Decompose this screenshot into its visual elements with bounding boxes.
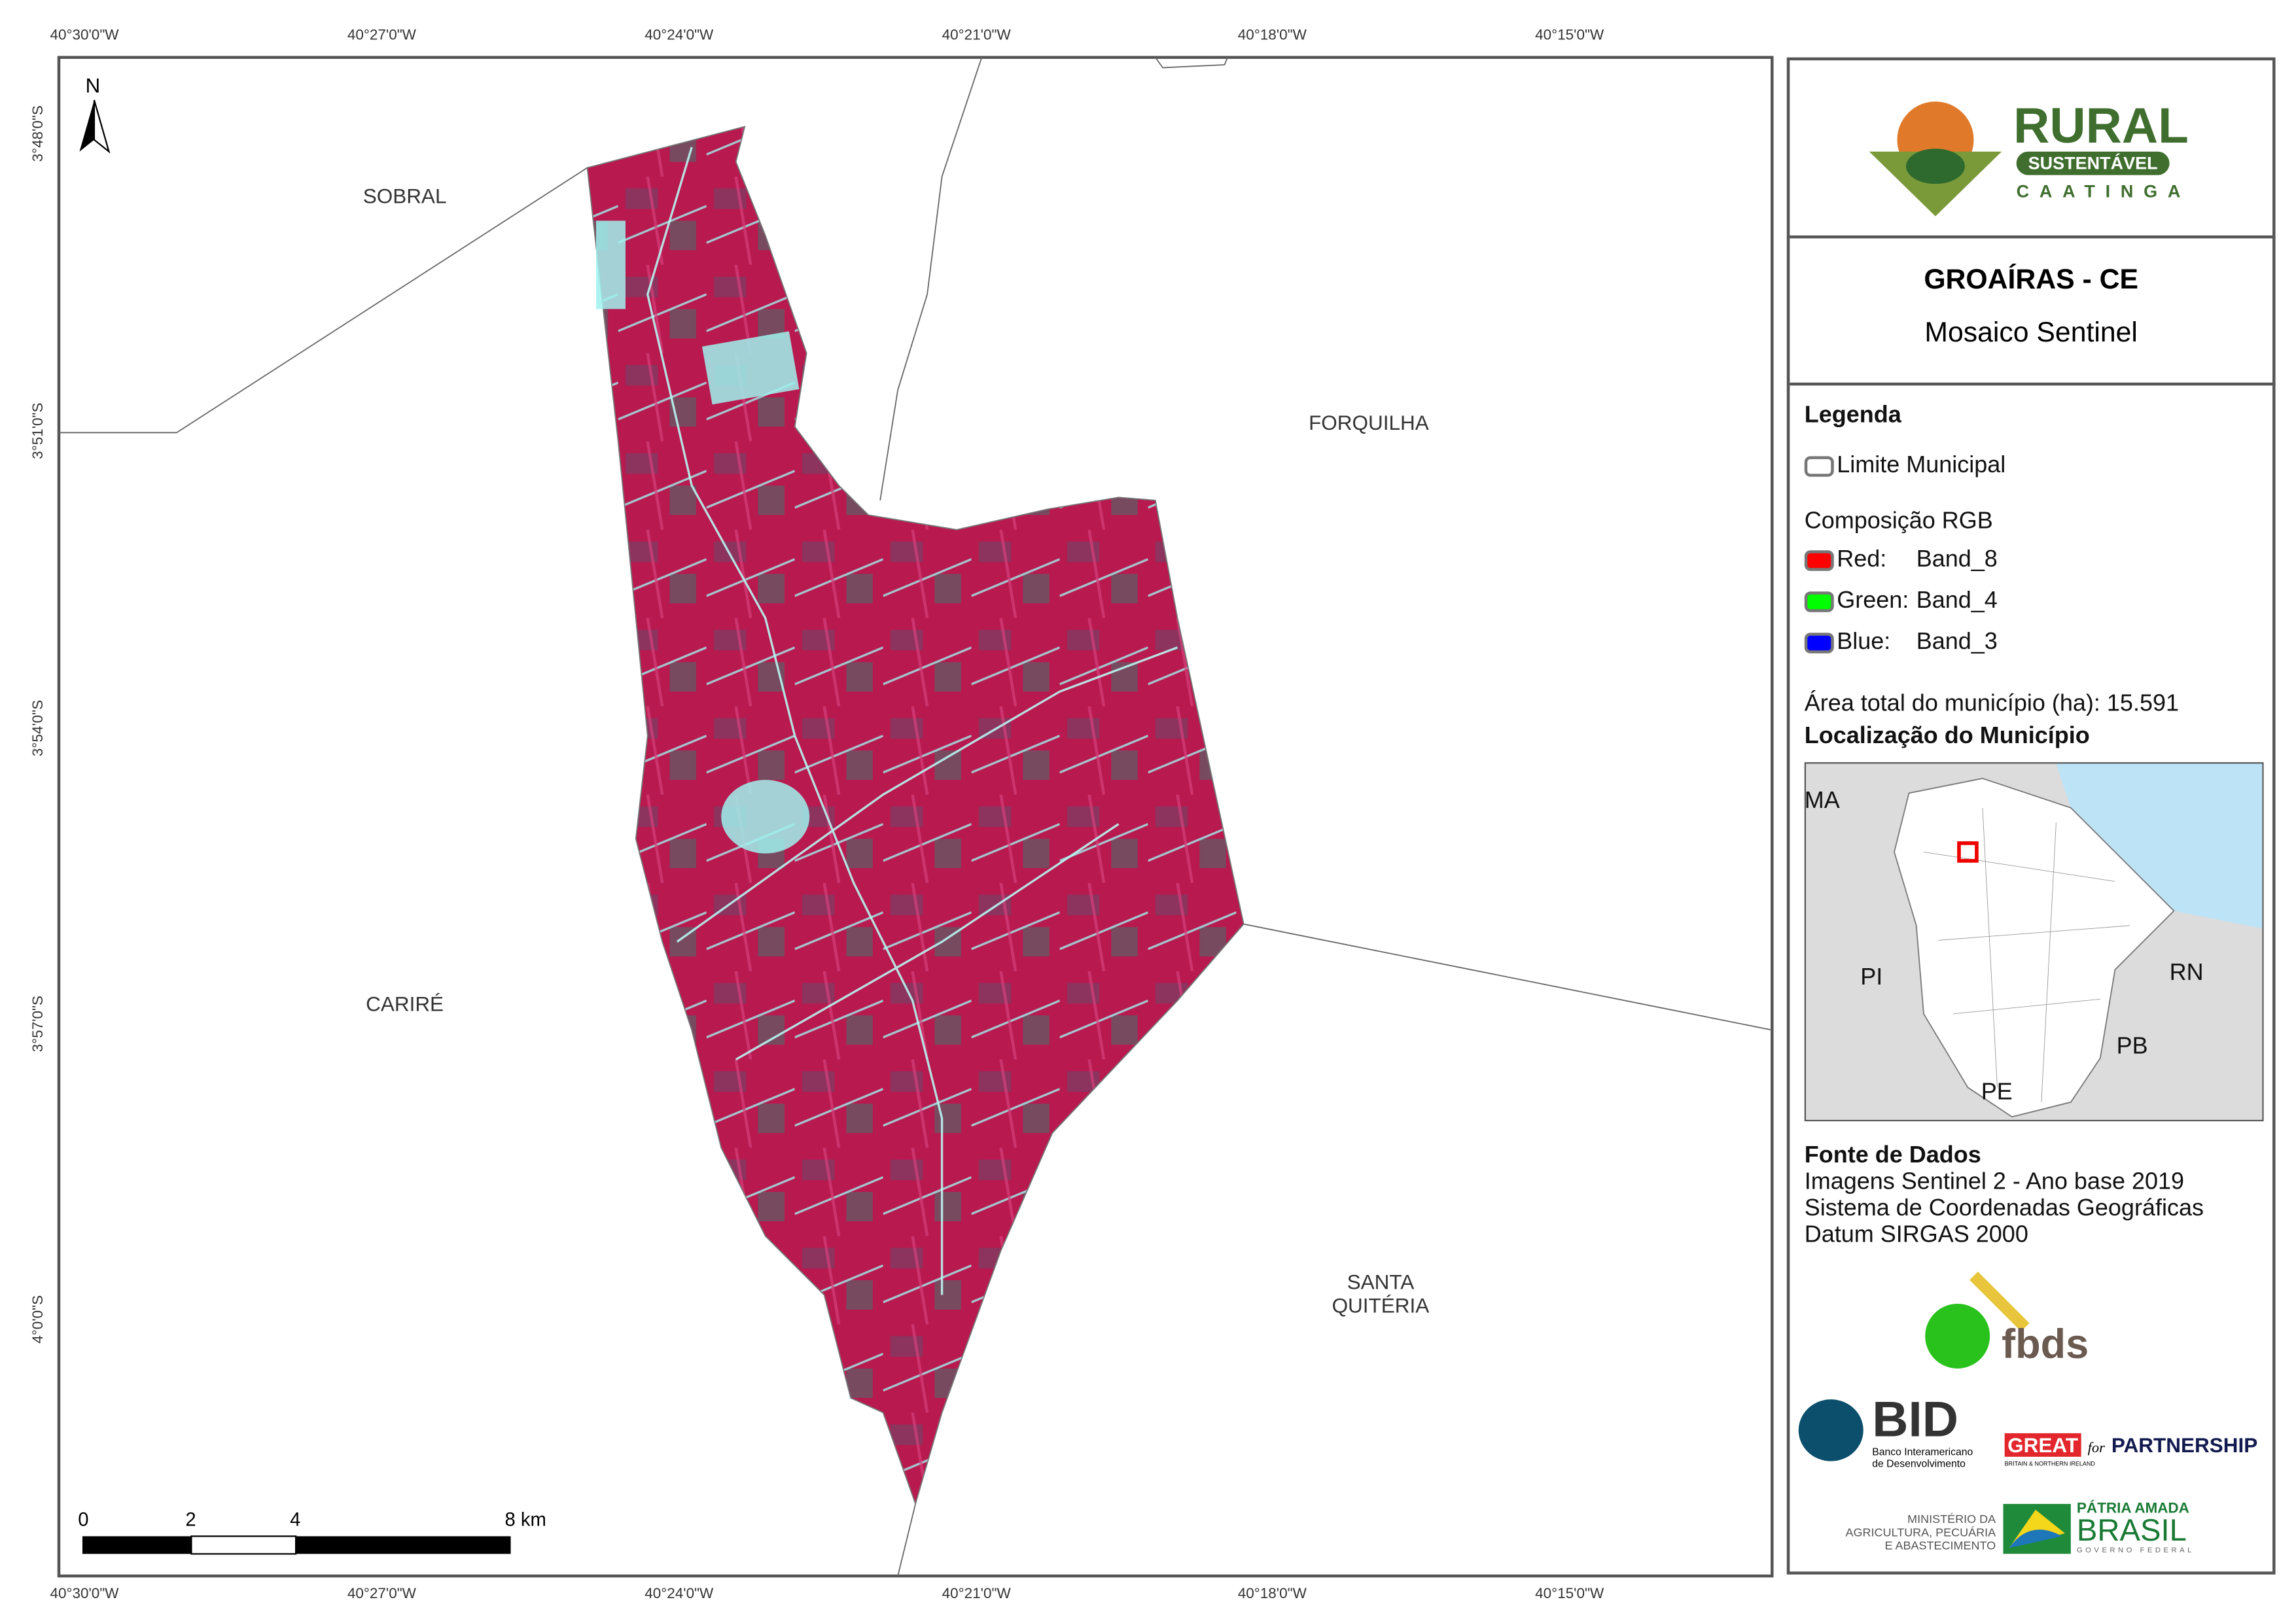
- bid-text: BID: [1872, 1391, 1958, 1448]
- ministry-line: AGRICULTURA, PECUÁRIA: [1845, 1526, 1996, 1539]
- neighbor-label: SANTA QUITÉRIA: [1332, 1270, 1430, 1318]
- green-swatch: [1804, 591, 1834, 612]
- channel: Red:: [1837, 547, 1887, 573]
- great-logo: GREAT for PARTNERSHIP BRITAIN & NORTHERN…: [2004, 1433, 2258, 1467]
- fbds-logo: fbds: [1922, 1268, 2089, 1379]
- bid-logo: BID Banco Interamericano de Desenvolvime…: [1795, 1392, 1973, 1470]
- blue-swatch: [1804, 632, 1834, 654]
- legend-boundary: Limite Municipal: [1804, 453, 2272, 480]
- boundary-swatch: [1804, 455, 1834, 477]
- legend-panel: RURAL SUSTENTÁVEL CAATINGA GROAÍRAS - CE…: [1786, 57, 2276, 1577]
- source-line: Datum SIRGAS 2000: [1804, 1223, 2028, 1248]
- state-label: PB: [2116, 1034, 2148, 1060]
- sources-heading: Fonte de Dados: [1804, 1143, 1981, 1169]
- bid-sub: Banco Interamericano: [1872, 1448, 1973, 1459]
- north-label: N: [85, 73, 101, 97]
- logo-sub2: CAATINGA: [2016, 181, 2191, 202]
- channel: Green:: [1837, 588, 1909, 614]
- ministry-logo: MINISTÉRIO DA AGRICULTURA, PECUÁRIA E AB…: [1819, 1512, 1996, 1552]
- title-block: GROAÍRAS - CE Mosaico Sentinel: [1790, 238, 2273, 386]
- logo-title: RURAL: [2013, 98, 2189, 155]
- great-text: GREAT: [2004, 1433, 2081, 1457]
- state-label: MA: [1804, 788, 1840, 814]
- patria-text: PÁTRIA AMADA: [2076, 1501, 2189, 1518]
- lon-tick: 40°21'0"W: [942, 1586, 1011, 1603]
- gov-text: GOVERNO FEDERAL: [2076, 1546, 2195, 1556]
- map-subtitle: Mosaico Sentinel: [1924, 317, 2138, 349]
- location-heading: Localização do Município: [1804, 724, 2090, 749]
- lon-tick: 40°18'0"W: [1237, 27, 1307, 44]
- area-label: Área total do município (ha):: [1804, 691, 2100, 717]
- state-label: PE: [1981, 1080, 2013, 1106]
- red-swatch: [1804, 550, 1834, 571]
- lon-tick: 40°24'0"W: [645, 27, 714, 44]
- legend: Legenda Limite Municipal Composição RGB …: [1790, 385, 2272, 1577]
- lon-tick: 40°24'0"W: [645, 1586, 714, 1603]
- band-blue: Blue: Band_3: [1804, 629, 2272, 656]
- partnership-text: PARTNERSHIP: [2111, 1433, 2258, 1457]
- great-sub: BRITAIN & NORTHERN IRELAND: [2004, 1459, 2095, 1467]
- scale-label: 8 km: [504, 1508, 546, 1531]
- for-text: for: [2087, 1440, 2105, 1457]
- legend-heading: Legenda: [1804, 403, 1901, 428]
- groairas-municipality: [586, 126, 1245, 1506]
- band-red: Red: Band_8: [1804, 547, 2272, 574]
- rivers-roads: [646, 147, 1178, 1295]
- channel: Blue:: [1837, 629, 1891, 655]
- scale-label: 4: [290, 1508, 301, 1531]
- area-value: 15.591: [2106, 691, 2179, 717]
- bid-sub: de Desenvolvimento: [1872, 1459, 1966, 1471]
- lon-tick: 40°27'0"W: [347, 1586, 416, 1603]
- lon-tick: 40°21'0"W: [942, 27, 1011, 44]
- lon-tick: 40°15'0"W: [1535, 27, 1604, 44]
- state-label: RN: [2169, 960, 2204, 986]
- source-line: Imagens Sentinel 2 - Ano base 2019: [1804, 1170, 2185, 1195]
- rgb-heading: Composição RGB: [1804, 509, 1993, 534]
- neighbor-label: CARIRÉ: [366, 992, 444, 1016]
- urban-areas: [596, 220, 810, 854]
- band-green: Green: Band_4: [1804, 588, 2272, 615]
- boundary-label: Limite Municipal: [1837, 453, 2006, 479]
- fbds-text: fbds: [2002, 1321, 2089, 1367]
- brasil-logo: PÁTRIA AMADA BRASIL GOVERNO FEDERAL: [2003, 1501, 2191, 1562]
- neighbor-label: FORQUILHA: [1309, 410, 1429, 434]
- rural-logo-emblem: [1869, 101, 2002, 217]
- ministry-line: E ABASTECIMENTO: [1884, 1539, 1996, 1553]
- band: Band_8: [1916, 547, 1998, 573]
- municipality-marker: [1957, 841, 1979, 863]
- rural-logo: RURAL SUSTENTÁVEL CAATINGA: [1790, 60, 2273, 239]
- band: Band_3: [1916, 629, 1998, 655]
- lon-tick: 40°30'0"W: [50, 1586, 119, 1603]
- lon-tick: 40°27'0"W: [347, 27, 416, 44]
- lon-tick: 40°15'0"W: [1535, 1586, 1604, 1603]
- map-title: GROAÍRAS - CE: [1924, 264, 2139, 296]
- source-line: Sistema de Coordenadas Geográficas: [1804, 1196, 2204, 1222]
- scale-bar: [82, 1535, 511, 1555]
- lon-tick: 40°30'0"W: [50, 27, 119, 44]
- scale-label: 2: [185, 1508, 196, 1531]
- neighbor-label: SOBRAL: [362, 184, 447, 208]
- scale-label: 0: [78, 1508, 89, 1531]
- logo-sub: SUSTENTÁVEL: [2016, 151, 2170, 175]
- municipal-boundaries: [58, 57, 1773, 1577]
- location-inset-map[interactable]: [1804, 762, 2264, 1122]
- lon-tick: 40°18'0"W: [1237, 1586, 1307, 1603]
- band: Band_4: [1916, 588, 1998, 614]
- brasil-text: BRASIL: [2076, 1514, 2187, 1548]
- map-frame[interactable]: [0, 0, 1781, 1589]
- area-row: Área total do município (ha): 15.591: [1805, 691, 2272, 718]
- ministry-line: MINISTÉRIO DA: [1907, 1512, 1996, 1526]
- state-label: PI: [1860, 965, 1883, 990]
